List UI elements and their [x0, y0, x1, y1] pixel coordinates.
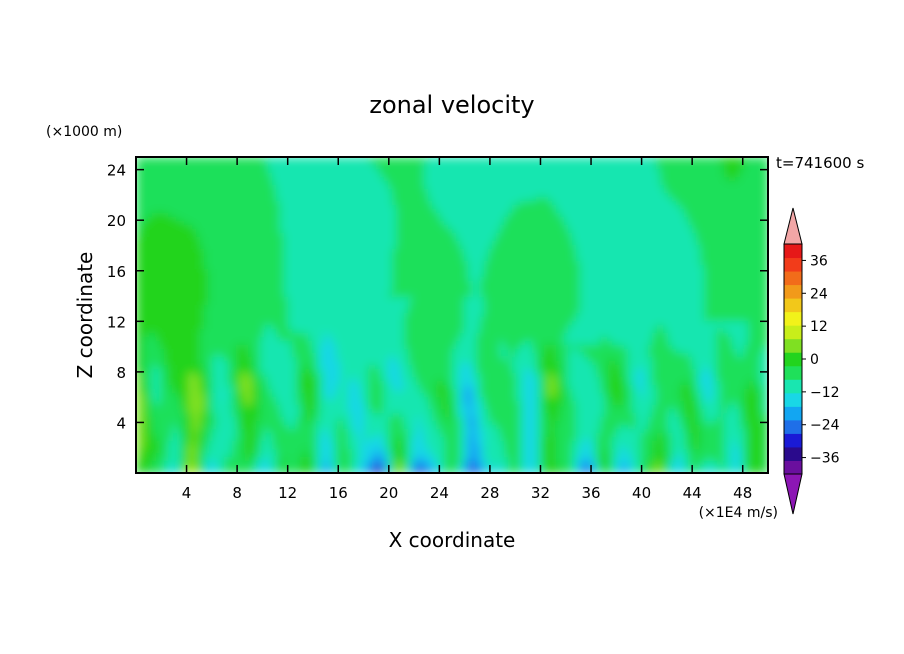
x-tick-label: 32 — [531, 484, 550, 502]
colorbar-band — [784, 419, 802, 434]
colorbar-label: 12 — [810, 319, 828, 335]
colorbar-label: 36 — [810, 253, 828, 269]
colorbar-band — [784, 406, 802, 421]
y-axis-unit: (×1000 m) — [46, 124, 122, 140]
colorbar-band — [784, 244, 802, 259]
x-tick-label: 12 — [278, 484, 297, 502]
y-tick-label: 20 — [107, 212, 126, 230]
x-tick-label: 48 — [733, 484, 752, 502]
y-axis-label: Z coordinate — [73, 252, 97, 379]
y-tick-label: 24 — [107, 162, 126, 180]
colorbar-over-arrow — [783, 207, 803, 245]
y-axis: 4 8 12 16 20 24 — [107, 162, 768, 432]
colorbar-under-arrow — [783, 473, 803, 515]
x-tick-label: 44 — [683, 484, 702, 502]
colorbar-label: 0 — [810, 352, 819, 368]
x-tick-label: 16 — [329, 484, 348, 502]
x-tick-label: 28 — [480, 484, 499, 502]
colorbar-band — [784, 284, 802, 299]
colorbar: 36 24 12 0 −12 −24 −36 — [783, 207, 840, 515]
colorbar-band — [784, 298, 802, 313]
colorbar-label: 24 — [810, 286, 828, 302]
colorbar-band — [784, 460, 802, 475]
colorbar-band — [784, 257, 802, 272]
y-tick-label: 12 — [107, 313, 126, 331]
x-axis: 4 8 12 16 20 24 28 32 36 40 44 48 — [182, 157, 752, 502]
colorbar-band — [784, 379, 802, 394]
colorbar-band — [784, 433, 802, 448]
x-tick-label: 20 — [379, 484, 398, 502]
colorbar-band — [784, 325, 802, 340]
colorbar-band — [784, 338, 802, 353]
y-tick-label: 8 — [116, 364, 126, 382]
colorbar-band — [784, 392, 802, 407]
colorbar-band — [784, 311, 802, 326]
colorbar-label: −36 — [810, 451, 840, 467]
colorbar-band — [784, 352, 802, 367]
x-tick-label: 8 — [232, 484, 242, 502]
colorbar-band — [784, 446, 802, 461]
x-axis-label: X coordinate — [389, 528, 516, 552]
x-tick-label: 40 — [632, 484, 651, 502]
x-tick-label: 4 — [182, 484, 192, 502]
colorbar-band — [784, 271, 802, 286]
x-axis-unit: (×1E4 m/s) — [699, 505, 778, 521]
time-label: t=741600 s — [776, 154, 864, 172]
y-tick-label: 16 — [107, 263, 126, 281]
y-tick-label: 4 — [116, 414, 126, 432]
colorbar-band — [784, 365, 802, 380]
heatmap-field — [136, 157, 768, 473]
colorbar-label: −24 — [810, 418, 840, 434]
plot-frame — [135, 156, 769, 474]
x-tick-label: 36 — [581, 484, 600, 502]
x-tick-label: 24 — [430, 484, 449, 502]
chart-title: zonal velocity — [369, 91, 534, 119]
colorbar-label: −12 — [810, 385, 840, 401]
